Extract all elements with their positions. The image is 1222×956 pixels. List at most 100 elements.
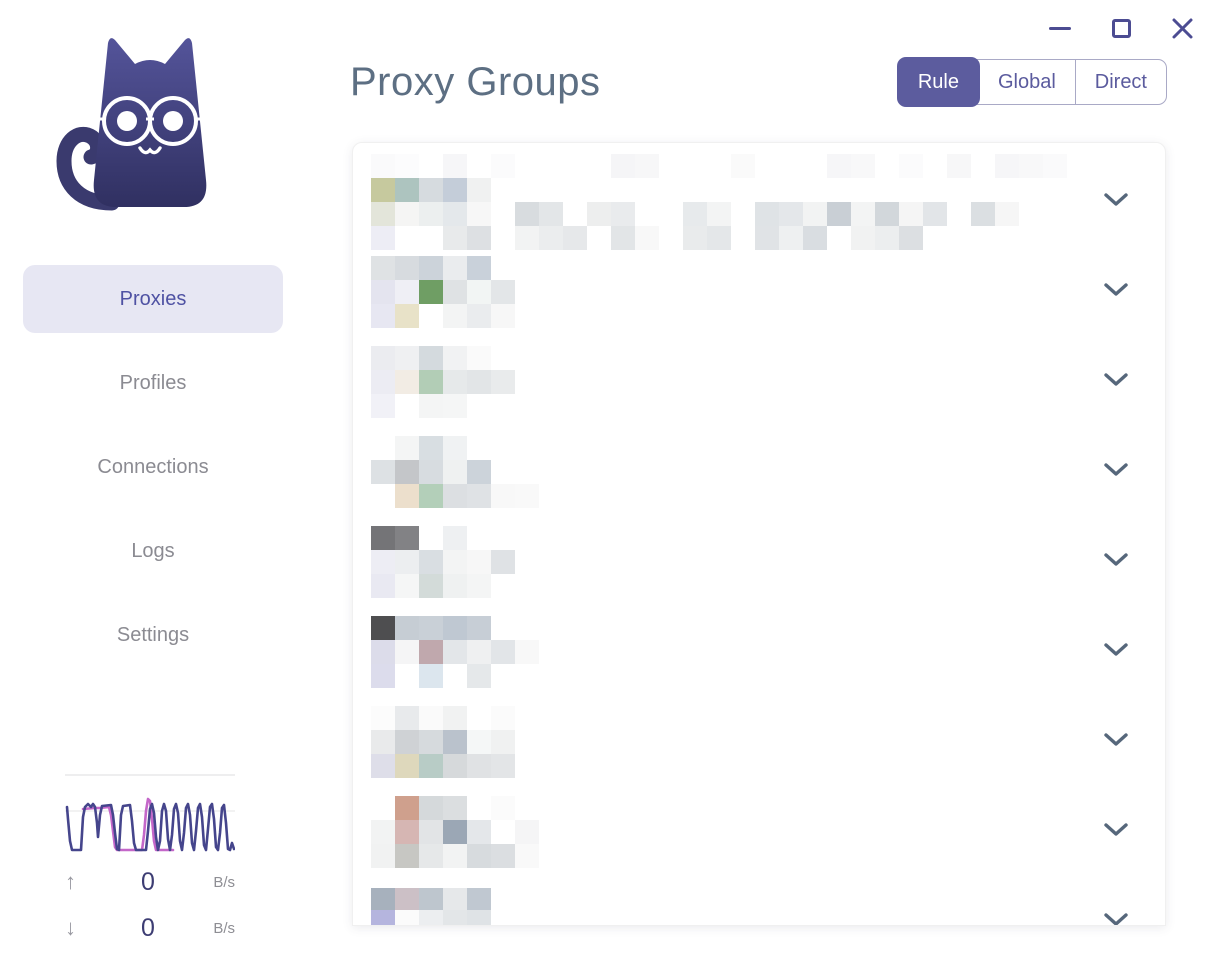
mosaic-cell [371,370,395,394]
mosaic-cell [419,346,443,370]
mosaic-cell [443,706,467,730]
mosaic-cell [539,202,563,226]
mosaic-cell [827,154,851,178]
mosaic-cell [395,346,419,370]
proxy-group-row[interactable] [353,517,1165,607]
download-stat-row: ↓ 0 B/s [65,908,235,948]
sidebar-item-logs[interactable]: Logs [131,539,175,562]
mosaic-cell [467,304,491,328]
mosaic-cell [443,280,467,304]
proxy-group-row[interactable] [353,607,1165,697]
proxy-group-row[interactable]: DIRECT [353,877,1165,925]
censored-mosaic-line [371,526,1103,550]
mosaic-cell [1043,154,1067,178]
mosaic-cell [371,346,395,370]
censored-mosaic-line [371,370,1103,394]
mosaic-cell [491,640,515,664]
minimize-button[interactable] [1048,16,1072,40]
header: Proxy Groups Rule Global Direct [305,0,1222,112]
mode-option-direct[interactable]: Direct [1074,60,1166,104]
censored-mosaic-line [371,304,1103,328]
proxy-groups-card: DIRECT [352,142,1166,926]
mosaic-cell [467,370,491,394]
minimize-icon [1049,26,1071,30]
proxy-group-row[interactable] [353,697,1165,787]
mosaic-cell [635,226,659,250]
mosaic-cell [371,820,395,844]
traffic-graph [65,774,235,852]
proxy-group-row[interactable] [353,143,1165,250]
mosaic-cell [395,796,419,820]
mode-option-rule[interactable]: Rule [896,57,980,107]
mosaic-cell [467,730,491,754]
mosaic-cell [443,202,467,226]
chevron-down-icon[interactable] [1103,462,1129,483]
mosaic-cell [395,178,419,202]
mosaic-cell [587,202,611,226]
sidebar-item-connections[interactable]: Connections [97,455,209,478]
chevron-down-icon[interactable] [1103,732,1129,753]
proxy-group-row[interactable] [353,427,1165,517]
mosaic-cell [899,154,923,178]
mosaic-cell [491,706,515,730]
mosaic-cell [395,706,419,730]
traffic-panel: ↑ 0 B/s ↓ 0 B/s [0,771,305,948]
censored-mosaic-line [371,616,1103,640]
close-button[interactable] [1170,16,1194,40]
chevron-down-icon[interactable] [1103,282,1129,303]
mosaic-cell [803,202,827,226]
titlebar [1048,0,1222,56]
mosaic-cell [971,202,995,226]
mosaic-cell [371,178,395,202]
mosaic-cell [443,526,467,550]
mosaic-cell [371,887,395,910]
censored-mosaic-line [371,706,1103,730]
mosaic-cell [395,664,419,688]
mosaic-cell [467,460,491,484]
sidebar-item-proxies[interactable]: Proxies [23,265,283,333]
mosaic-cell [731,154,755,178]
mosaic-cell [395,574,419,598]
mode-option-global[interactable]: Global [997,70,1056,93]
mosaic-cell [515,202,539,226]
proxy-group-row[interactable] [353,787,1165,877]
mosaic-cell [443,436,467,460]
maximize-button[interactable] [1109,16,1133,40]
upload-stat-row: ↑ 0 B/s [65,862,235,902]
mosaic-cell [443,226,467,250]
chevron-down-icon[interactable] [1103,372,1129,393]
mosaic-cell [707,226,731,250]
censored-mosaic-line [371,909,1103,925]
mosaic-cell [443,754,467,778]
mosaic-cell [611,154,635,178]
sidebar-item-settings[interactable]: Settings [116,623,190,646]
mosaic-cell [467,664,491,688]
chevron-down-icon[interactable] [1103,642,1129,663]
mosaic-cell [587,154,611,178]
mosaic-cell [467,550,491,574]
chevron-down-icon[interactable] [1103,822,1129,843]
proxy-group-row[interactable] [353,247,1165,337]
proxy-group-content: DIRECT [371,887,1103,925]
mosaic-cell [443,370,467,394]
proxy-group-row[interactable] [353,337,1165,427]
chevron-down-icon[interactable] [1103,912,1129,925]
mosaic-cell [515,484,539,508]
mosaic-cell [443,394,467,418]
mosaic-cell [635,202,659,226]
chevron-down-icon[interactable] [1103,552,1129,573]
censored-mosaic-line [371,484,1103,508]
proxy-group-content [371,616,1103,688]
mosaic-cell [371,754,395,778]
chevron-down-icon[interactable] [1103,192,1129,213]
mosaic-cell [395,394,419,418]
mosaic-cell [851,202,875,226]
sidebar-item-profiles[interactable]: Profiles [119,371,187,394]
mosaic-cell [419,202,443,226]
mosaic-cell [467,820,491,844]
mosaic-cell [443,887,467,910]
mosaic-cell [443,346,467,370]
censored-mosaic-line [371,226,1103,250]
mosaic-cell [443,616,467,640]
mosaic-cell [395,550,419,574]
